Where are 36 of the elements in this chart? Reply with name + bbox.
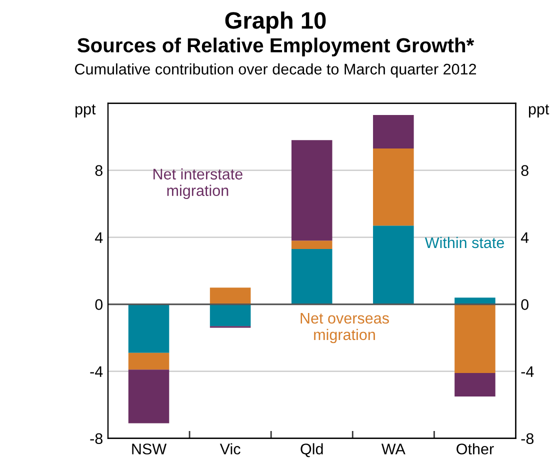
bar xyxy=(373,226,414,304)
bar xyxy=(291,249,332,304)
x-tick-label: WA xyxy=(381,444,406,454)
bar xyxy=(128,304,170,353)
chart-title: Graph 10 xyxy=(225,11,326,34)
y2-tick-label: -8 xyxy=(521,433,534,444)
y-tick-label: 4 xyxy=(94,232,103,243)
x-tick-label: Other xyxy=(456,443,494,454)
y-tick-label: -4 xyxy=(90,366,103,377)
bar xyxy=(291,240,332,250)
x-tick-label: Qld xyxy=(300,443,323,458)
bar xyxy=(454,373,496,396)
x-tick-label: NSW xyxy=(132,444,167,454)
bar xyxy=(210,288,251,304)
chart-subtitle: Sources of Relative Employment Growth* xyxy=(77,38,474,56)
series-label: Within state xyxy=(424,236,504,248)
x-tick-label: Vic xyxy=(220,443,240,454)
y2-axis-title: ppt xyxy=(528,104,550,118)
bar xyxy=(373,148,414,226)
bar xyxy=(128,352,170,370)
bar xyxy=(128,370,170,424)
text: Cumulative contribution over decade to March quarter 2012 xyxy=(75,63,476,78)
y-tick-label: -8 xyxy=(90,433,102,444)
y-axis-title: ppt xyxy=(76,104,96,118)
text: Net interstate migration xyxy=(154,168,242,200)
bar xyxy=(210,304,251,326)
text: Net overseas migration xyxy=(300,312,389,344)
y2-tick-label: 8 xyxy=(521,165,528,176)
bar xyxy=(454,304,496,374)
y-tick-label: 8 xyxy=(95,165,102,176)
y2-tick-label: -4 xyxy=(521,366,534,377)
bar xyxy=(291,140,332,241)
y2-tick-label: 0 xyxy=(521,299,528,310)
bar xyxy=(373,115,414,149)
y2-tick-label: 4 xyxy=(520,232,529,243)
y-tick-label: 0 xyxy=(95,299,103,310)
